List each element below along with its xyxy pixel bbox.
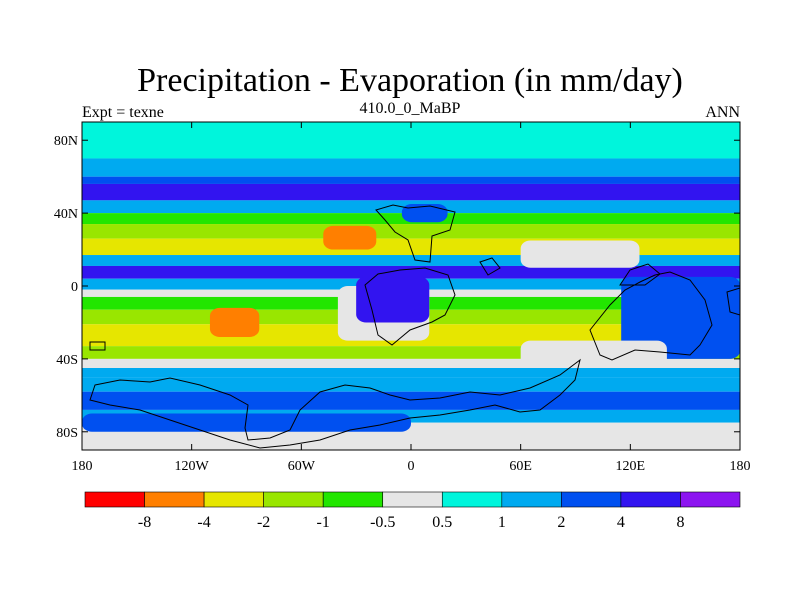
x-tick-label: 120E (616, 459, 646, 474)
continent-outline (589, 271, 713, 361)
continent-outline (89, 341, 106, 351)
y-axis: 80N 40N 0 40S 80S (54, 134, 740, 441)
field-patch (356, 276, 430, 323)
field-patch (520, 340, 667, 368)
continent-outline (479, 257, 501, 276)
field-band (82, 176, 740, 184)
continent-outline (619, 263, 661, 286)
colorbar-label: 1 (498, 514, 506, 531)
colorbar-label: -4 (197, 514, 210, 531)
field-band (82, 377, 740, 392)
colorbar-label: -2 (257, 514, 270, 531)
season-label: ANN (705, 104, 740, 121)
colorbar-swatch (561, 491, 622, 508)
colorbar-swatch (441, 491, 503, 508)
colorbar-label: -0.5 (370, 514, 395, 531)
colorbar-swatch (680, 491, 741, 508)
colorbar-label: 4 (617, 514, 625, 531)
colorbar-swatch (84, 491, 145, 508)
x-tick-label: 180 (730, 459, 751, 474)
age-label: 410.0_0_MaBP (360, 100, 461, 117)
colorbar-swatch (322, 491, 384, 508)
y-tick-label: 0 (71, 280, 78, 295)
field-band (82, 368, 740, 378)
x-tick-label: 60W (288, 459, 316, 474)
field-band (82, 391, 740, 410)
y-tick-label: 80S (56, 426, 78, 441)
continent-outline (89, 358, 581, 449)
field-band (82, 358, 740, 368)
colorbar-swatch (263, 491, 324, 508)
colorbar-label: -8 (138, 514, 151, 531)
field-patch (209, 307, 260, 338)
field-band (82, 238, 740, 256)
colorbar-swatch (620, 491, 681, 508)
y-tick-label: 40S (56, 353, 78, 368)
field-band (82, 265, 740, 279)
x-tick-label: 0 (408, 459, 415, 474)
colorbar-swatch (382, 491, 443, 508)
x-tick-label: 180 (72, 459, 93, 474)
colorbar: -8 -4 -2 -1 -0.5 0.5 1 2 4 8 (84, 491, 741, 531)
colorbar-swatch (144, 491, 205, 508)
field-patch (323, 225, 377, 250)
x-axis: 180 120W 60W 0 60E 120E 180 (72, 122, 751, 474)
field-band (82, 255, 740, 266)
colorbar-label: 0.5 (432, 514, 452, 531)
field-band (82, 183, 740, 201)
experiment-label: Expt = texne (82, 104, 164, 121)
colorbar-label: -1 (317, 514, 330, 531)
y-tick-label: 80N (54, 134, 78, 149)
colorbar-swatch (203, 491, 264, 508)
colorbar-label: 8 (676, 514, 684, 531)
continent-outline (375, 204, 456, 263)
field-patch (520, 240, 640, 268)
map-field (82, 122, 740, 450)
x-tick-label: 120W (175, 459, 210, 474)
chart-title: Precipitation - Evaporation (in mm/day) (137, 62, 683, 99)
field-band (82, 122, 740, 159)
field-patch (401, 204, 448, 223)
field-band (82, 158, 740, 177)
colorbar-swatch (501, 491, 562, 508)
continent-outline (726, 287, 740, 316)
y-tick-label: 40N (54, 207, 78, 222)
continent-outline (364, 267, 456, 346)
x-tick-label: 60E (509, 459, 532, 474)
field-patch (621, 276, 740, 359)
field-band (82, 224, 740, 239)
colorbar-label: 2 (557, 514, 565, 531)
